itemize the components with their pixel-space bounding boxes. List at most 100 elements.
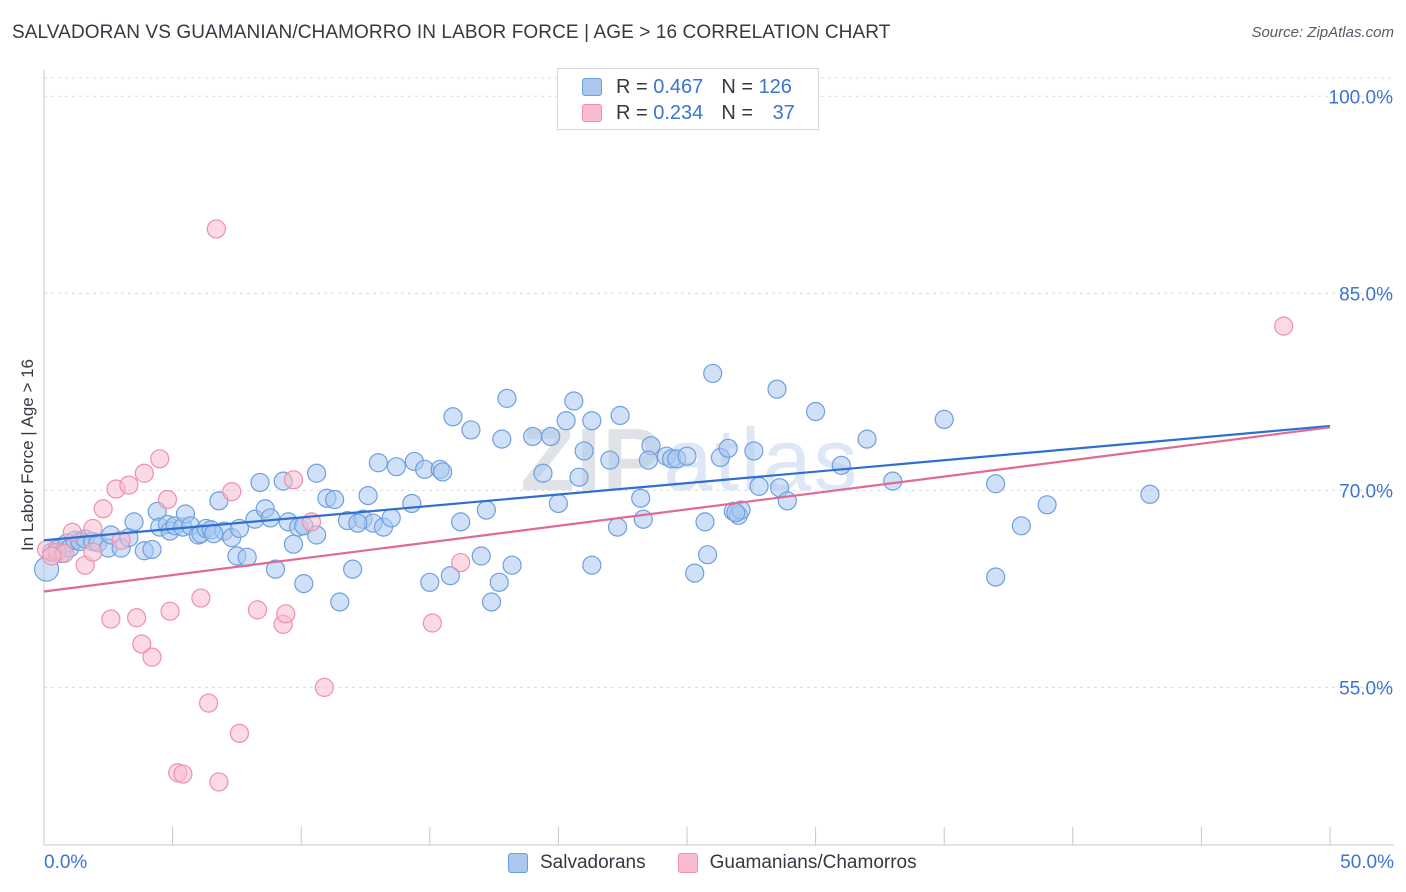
legend-r-label: R = — [616, 75, 654, 98]
salvadoran-point — [718, 438, 738, 458]
salvadoran-point — [695, 512, 715, 532]
salvadoran-point — [533, 463, 553, 483]
salvadoran-point — [420, 572, 440, 592]
legend-n-value: 37 — [772, 101, 795, 124]
salvadoran-point — [685, 563, 705, 583]
salvadoran-point — [831, 455, 851, 475]
salvadoran-point — [497, 388, 517, 408]
salvadoran-point — [348, 513, 368, 533]
salvadoran-point — [749, 476, 769, 496]
salvadoran-point — [677, 446, 697, 466]
guamanian-point — [119, 475, 139, 495]
series-legend: Salvadorans Guamanians/Chamorros — [508, 852, 949, 874]
salvadoran-point — [440, 566, 460, 586]
guamanian-point — [209, 772, 229, 792]
salvadoran-point — [564, 391, 584, 411]
series-legend-label: Salvadorans — [540, 852, 646, 873]
salvadoran-point — [523, 426, 543, 447]
salvadoran-point — [492, 429, 512, 449]
salvadoran-point — [574, 441, 594, 461]
series-legend-item-salvadorans: Salvadorans — [508, 852, 646, 874]
guamanian-point — [150, 449, 170, 469]
salvadoran-point — [502, 555, 522, 575]
guamanian-point — [314, 677, 334, 697]
legend-swatch-blue — [582, 78, 602, 96]
salvadoran-point — [1011, 516, 1031, 536]
trend-layer — [43, 424, 1331, 593]
salvadoran-point — [556, 411, 576, 431]
legend-n-label: N = — [721, 101, 759, 124]
salvadoran-point — [381, 508, 401, 528]
salvadoran-point — [638, 450, 659, 470]
y-tick-label: 100.0% — [1329, 87, 1394, 108]
salvadoran-point — [582, 555, 602, 575]
salvadoran-point — [631, 488, 651, 508]
salvadoran-point — [124, 512, 144, 532]
salvadoran-point — [600, 450, 620, 470]
chart-source: Source: ZipAtlas.com — [1251, 24, 1394, 41]
axis-layer — [43, 70, 1394, 846]
guamanian-point — [160, 601, 180, 621]
salvadoran-point — [1140, 484, 1160, 504]
salvadoran-point — [443, 407, 463, 427]
guamanian-point — [229, 723, 250, 743]
salvadoran-point — [883, 471, 903, 491]
salvadoran-point — [433, 462, 453, 482]
x-axis-min-label: 0.0% — [44, 852, 88, 873]
correlation-legend: R = 0.467 N = 126 R = 0.234 N = 37 — [557, 68, 819, 130]
salvadoran-point — [767, 379, 787, 399]
legend-r-label: R = — [616, 101, 654, 124]
guamanian-point — [157, 489, 178, 510]
salvadoran-point — [489, 572, 509, 592]
x-axis-max-label: 50.0% — [1340, 852, 1394, 873]
tick-label-layer: 100.0% 85.0% 70.0% 55.0% — [1329, 87, 1394, 699]
series-swatch-blue — [508, 853, 528, 873]
guamanian-point — [191, 588, 211, 608]
legend-r-value: 0.467 — [653, 75, 704, 98]
salvadoran-point — [569, 467, 589, 487]
salvadoran-point — [451, 512, 471, 532]
legend-row-guamanians: R = 0.234 N = 37 — [582, 101, 795, 125]
guamanian-point — [134, 463, 154, 483]
salvadoran-point — [142, 539, 162, 560]
guamanian-point — [42, 546, 62, 566]
salvadoran-point — [265, 559, 286, 579]
guamanian-point — [422, 613, 442, 633]
salvadoran-point — [330, 592, 350, 612]
points-layer — [33, 219, 1294, 792]
legend-r-value: 0.234 — [653, 101, 704, 124]
guamanian-trend-line — [43, 426, 1331, 593]
salvadoran-point — [726, 503, 746, 523]
y-tick-label: 70.0% — [1339, 481, 1393, 502]
salvadoran-point — [777, 491, 797, 511]
salvadoran-point — [283, 534, 304, 554]
guamanian-point — [83, 518, 103, 539]
salvadoran-point — [857, 429, 877, 449]
salvadoran-point — [934, 409, 954, 430]
salvadoran-point — [250, 472, 270, 493]
guamanian-point — [101, 609, 121, 629]
legend-n-value: 126 — [758, 75, 792, 98]
guamanian-point — [173, 764, 193, 784]
guamanian-point — [451, 552, 471, 573]
salvadoran-point — [294, 574, 314, 594]
salvadoran-point — [471, 546, 491, 566]
grid-layer — [44, 77, 1394, 688]
salvadoran-point — [260, 508, 280, 528]
y-tick-label: 55.0% — [1339, 678, 1393, 699]
guamanian-point — [247, 600, 268, 620]
salvadoran-point — [548, 493, 569, 514]
guamanian-point — [83, 542, 103, 562]
guamanian-point — [222, 482, 242, 502]
guamanian-point — [132, 634, 152, 654]
legend-row-salvadorans: R = 0.467 N = 126 — [582, 75, 792, 99]
salvadoran-point — [986, 567, 1006, 587]
salvadoran-point — [744, 441, 764, 461]
salvadoran-point — [204, 524, 224, 544]
guamanian-point — [111, 530, 131, 550]
salvadoran-point — [368, 453, 388, 473]
series-swatch-pink — [677, 853, 698, 873]
series-legend-label: Guamanians/Chamorros — [709, 852, 917, 873]
guamanian-point — [283, 470, 304, 490]
